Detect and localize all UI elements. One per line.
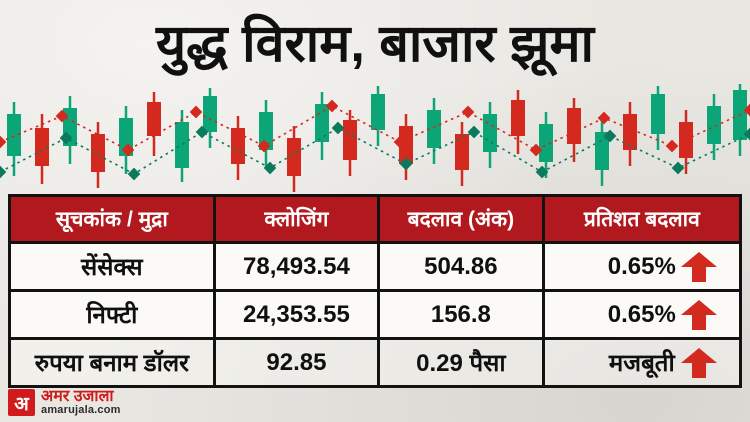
market-table: सूचकांक / मुद्रा क्लोजिंग बदलाव (अंक) प्… — [8, 194, 743, 388]
closing-value: 78,493.54 — [212, 241, 381, 292]
closing-value: 92.85 — [212, 337, 381, 388]
col-header-change-points: बदलाव (अंक) — [377, 194, 545, 244]
col-header-index-currency: सूचकांक / मुद्रा — [8, 194, 216, 244]
col-header-percent-change: प्रतिशत बदलाव — [541, 194, 743, 244]
percent-cell: 0.65% — [541, 289, 743, 340]
col-header-closing: क्लोजिंग — [212, 194, 381, 244]
headline: युद्ध विराम, बाजार झूमा — [155, 15, 595, 73]
table-row-rupee-dollar: रुपया बनाम डॉलर 92.85 0.29 पैसा मजबूती — [8, 337, 743, 388]
change-value: 156.8 — [377, 289, 545, 340]
closing-value: 24,353.55 — [212, 289, 381, 340]
percent-cell: मजबूती — [541, 337, 743, 388]
percent-value: मजबूती — [608, 350, 675, 377]
change-value: 504.86 — [377, 241, 545, 292]
percent-cell: 0.65% — [541, 241, 743, 292]
up-arrow-icon — [681, 251, 717, 282]
index-name: रुपया बनाम डॉलर — [8, 337, 216, 388]
header-row: सूचकांक / मुद्रा क्लोजिंग बदलाव (अंक) प्… — [8, 194, 743, 244]
logo-name: अमर उजाला — [41, 387, 114, 405]
logo-text: अमर उजाला amarujala.com — [41, 387, 121, 417]
candlestick-svg — [0, 84, 750, 192]
percent-value: 0.65% — [607, 300, 676, 328]
table-row-nifty: निफ्टी 24,353.55 156.8 0.65% — [8, 289, 743, 340]
index-name: सेंसेक्स — [8, 241, 216, 292]
change-value: 0.29 पैसा — [377, 337, 545, 388]
amar-ujala-logo: अ अमर उजाला amarujala.com — [8, 387, 121, 417]
table-row-sensex: सेंसेक्स 78,493.54 504.86 0.65% — [8, 241, 743, 292]
percent-value: 0.65% — [607, 252, 676, 280]
candlestick-chart-decoration — [0, 84, 750, 196]
logo-domain: amarujala.com — [41, 404, 121, 417]
logo-mark: अ — [8, 389, 35, 417]
index-name: निफ्टी — [8, 289, 216, 340]
up-arrow-icon — [681, 347, 717, 378]
up-arrow-icon — [681, 299, 717, 330]
market-table-wrap: सूचकांक / मुद्रा क्लोजिंग बदलाव (अंक) प्… — [8, 194, 743, 388]
